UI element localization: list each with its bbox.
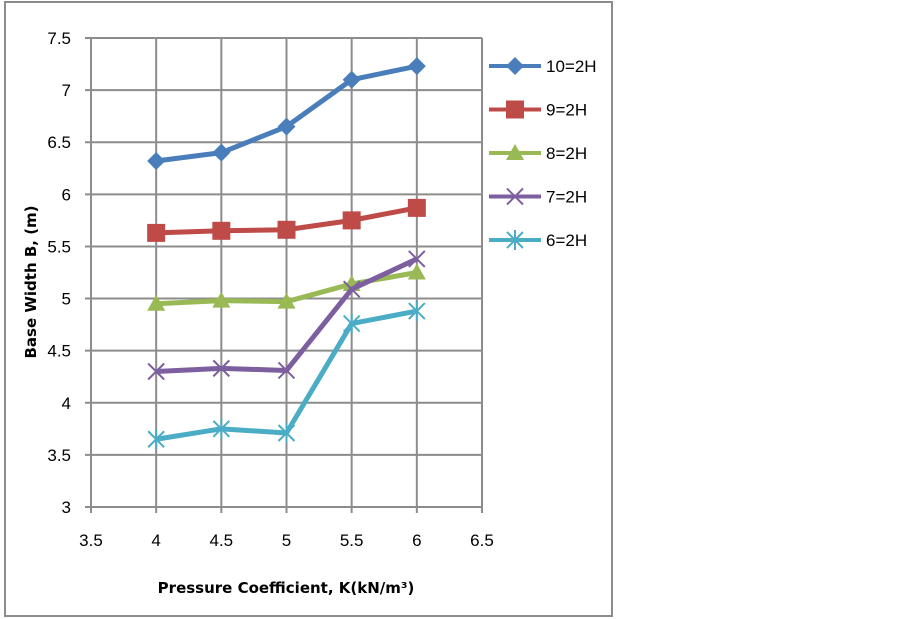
y-tick-label: 4	[62, 394, 71, 413]
chart-frame	[4, 1, 613, 617]
y-tick-label: 3.5	[47, 446, 71, 465]
legend-item: 7=2H	[489, 188, 587, 207]
data-point	[212, 143, 231, 162]
legend-marker-icon	[506, 187, 524, 206]
legend-label: 6=2H	[546, 231, 587, 250]
series-1	[147, 198, 426, 242]
data-point	[147, 362, 165, 381]
legend-label: 7=2H	[546, 188, 587, 207]
x-axis-title: Pressure Coefficient, K(kN/m³)	[158, 579, 415, 597]
data-point	[212, 291, 231, 308]
data-point	[277, 220, 296, 239]
data-point	[147, 151, 166, 170]
legend-label: 10=2H	[546, 57, 597, 76]
series-0	[147, 57, 426, 170]
x-tick-label: 5	[282, 531, 291, 550]
data-point	[342, 211, 361, 230]
x-tick-label: 5.5	[340, 531, 364, 550]
data-point	[147, 223, 166, 242]
y-tick-label: 5	[62, 290, 71, 309]
x-tick-label: 4.5	[210, 531, 234, 550]
y-axis-ticks: 3 3.5 4 4.5 5 5.5 6 6.5 7 7.5	[47, 29, 71, 517]
series-group	[147, 57, 426, 450]
data-point	[407, 198, 426, 217]
data-point	[408, 250, 426, 268]
data-point	[147, 294, 166, 311]
y-tick-label: 5.5	[47, 237, 71, 256]
data-point	[407, 263, 426, 280]
data-point	[212, 359, 231, 378]
data-point	[212, 221, 231, 240]
data-point	[342, 313, 361, 334]
legend-marker-icon	[506, 57, 524, 75]
x-axis-ticks: 3.5 4 4.5 5 5.5 6 6.5	[79, 531, 494, 550]
x-tick-label: 4	[151, 531, 160, 550]
x-tick-label: 3.5	[79, 531, 103, 550]
legend-label: 9=2H	[546, 101, 587, 120]
data-point	[408, 301, 426, 322]
legend-item: 9=2H	[489, 100, 587, 120]
y-tick-label: 4.5	[47, 342, 71, 361]
legend-marker-icon	[506, 144, 524, 160]
legend-label: 8=2H	[546, 144, 587, 163]
legend-item: 8=2H	[489, 144, 587, 163]
data-point	[212, 418, 231, 439]
y-tick-label: 6.5	[47, 133, 71, 152]
data-point	[277, 423, 296, 444]
y-tick-label: 7.5	[47, 29, 71, 48]
legend-marker-icon	[506, 100, 524, 119]
data-point	[407, 57, 426, 76]
x-tick-label: 6	[412, 531, 421, 550]
y-tick-label: 7	[62, 81, 71, 100]
data-point	[147, 429, 165, 450]
y-axis-title: Base Width B, (m)	[22, 205, 40, 358]
y-tick-label: 3	[62, 498, 71, 517]
legend-item: 10=2H	[489, 57, 597, 76]
data-point	[277, 292, 296, 309]
legend-marker-icon	[506, 230, 524, 250]
data-point	[277, 117, 296, 136]
y-tick-label: 6	[62, 185, 71, 204]
series-3	[147, 250, 426, 381]
data-point	[342, 70, 361, 89]
x-tick-label: 6.5	[470, 531, 494, 550]
series-4	[147, 301, 426, 450]
data-point	[342, 280, 361, 298]
legend: 10=2H 9=2H 8=2H 7=2H 6=2H	[489, 57, 597, 250]
legend-item: 6=2H	[489, 230, 587, 250]
data-point	[277, 361, 296, 380]
